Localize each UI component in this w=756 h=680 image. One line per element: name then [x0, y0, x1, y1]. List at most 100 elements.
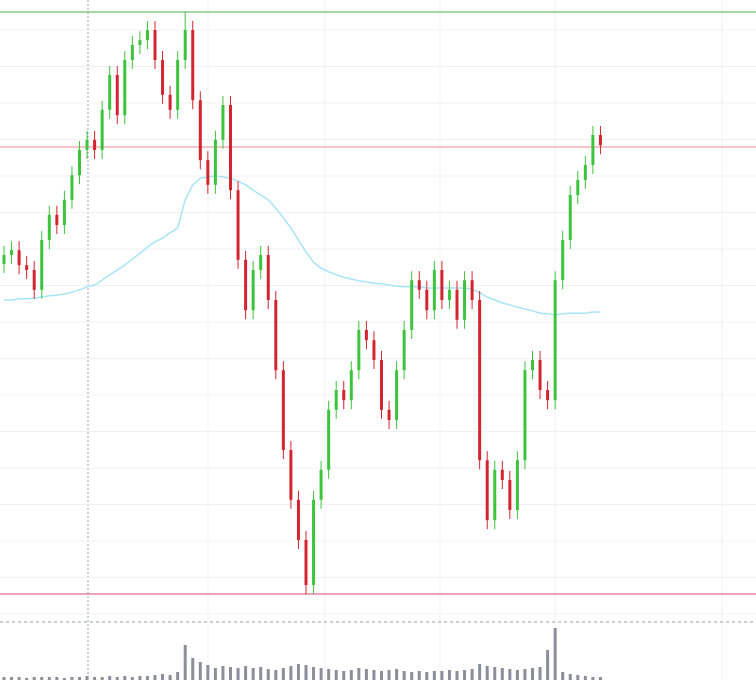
- candle-body: [485, 460, 489, 521]
- candle: [455, 280, 459, 329]
- volume-bar: [93, 677, 97, 680]
- candle: [349, 361, 353, 410]
- volume-bar: [410, 672, 414, 680]
- candle: [334, 381, 338, 419]
- volume-bar: [62, 678, 66, 680]
- candle: [229, 96, 232, 200]
- volume-bar: [463, 670, 467, 680]
- candle: [568, 186, 572, 249]
- volume-bar: [583, 676, 587, 680]
- candle: [168, 85, 172, 119]
- candle: [440, 261, 444, 309]
- moving-average: [4, 175, 601, 316]
- volume-bar: [213, 668, 217, 680]
- volume-bar: [2, 677, 6, 680]
- candle: [493, 460, 497, 530]
- candle: [25, 256, 29, 279]
- candle-body: [455, 289, 459, 320]
- candle-body: [236, 190, 240, 260]
- candle: [598, 126, 602, 155]
- candle-body: [25, 265, 29, 270]
- volume-bar: [417, 671, 421, 680]
- candle: [221, 96, 225, 149]
- candle-body: [183, 30, 187, 60]
- volume-bar: [55, 677, 59, 680]
- volume-bar: [145, 676, 149, 680]
- volume-bar: [334, 670, 338, 680]
- volume-bar: [161, 674, 165, 680]
- volume-bar: [440, 671, 444, 680]
- candle-body: [100, 109, 104, 150]
- candle: [108, 66, 112, 119]
- candle-body: [561, 240, 565, 281]
- candle-body: [553, 280, 557, 401]
- candle: [10, 241, 14, 264]
- candle: [274, 291, 278, 380]
- candle-body: [591, 135, 595, 165]
- volume-bar: [236, 668, 240, 680]
- candle-body: [583, 165, 587, 180]
- volume-bar: [251, 668, 255, 680]
- volume-bar: [289, 666, 293, 680]
- candle: [62, 190, 66, 234]
- candle: [357, 321, 361, 380]
- candle: [508, 471, 512, 519]
- volume-bar: [130, 677, 134, 680]
- candle-body: [546, 390, 550, 401]
- candle: [47, 205, 51, 249]
- volume-bar: [168, 675, 172, 680]
- candle-body: [40, 240, 44, 290]
- volume-bar: [17, 677, 21, 680]
- volume-bar: [349, 670, 353, 680]
- candle: [327, 400, 331, 479]
- volume-bar: [259, 667, 263, 680]
- volume-bar: [108, 676, 112, 680]
- volume-bar: [515, 670, 519, 680]
- candle-body: [115, 75, 119, 116]
- candle: [463, 271, 467, 329]
- volume-bar: [402, 671, 406, 680]
- volume-bar: [312, 667, 316, 680]
- candle: [289, 441, 293, 509]
- candle-body: [221, 105, 225, 140]
- candle: [395, 361, 399, 429]
- candle-body: [191, 30, 195, 101]
- volume-bar: [432, 671, 436, 680]
- candle-body: [213, 139, 217, 185]
- candle-body: [153, 30, 157, 60]
- candle: [40, 231, 44, 299]
- candle: [138, 31, 142, 54]
- candle: [312, 490, 316, 594]
- candle-body: [108, 75, 112, 110]
- volume-bar: [304, 665, 308, 680]
- volume-bar: [10, 677, 14, 680]
- candle: [206, 151, 210, 194]
- candle: [85, 130, 89, 159]
- volume-bar: [229, 667, 232, 680]
- candle-body: [342, 390, 346, 401]
- volume-bar: [553, 628, 557, 680]
- candle: [236, 181, 240, 269]
- candle-body: [447, 289, 451, 300]
- volume-bar: [191, 658, 195, 680]
- candle-body: [538, 360, 542, 390]
- candle-body: [123, 60, 127, 116]
- candle: [161, 51, 165, 104]
- candle: [342, 381, 346, 410]
- candle: [380, 351, 383, 419]
- candle: [372, 331, 376, 369]
- candle-body: [470, 280, 474, 300]
- volume-bar: [531, 668, 534, 680]
- candle: [123, 51, 127, 125]
- candle-body: [274, 300, 278, 371]
- candle-body: [138, 40, 142, 45]
- candle-body: [334, 390, 338, 410]
- candle-body: [508, 480, 512, 510]
- volume-bar: [183, 645, 187, 680]
- candle-body: [327, 409, 331, 470]
- volume-bar: [176, 672, 180, 680]
- volume-bar: [372, 670, 376, 680]
- candle: [100, 100, 104, 159]
- candle: [93, 130, 97, 159]
